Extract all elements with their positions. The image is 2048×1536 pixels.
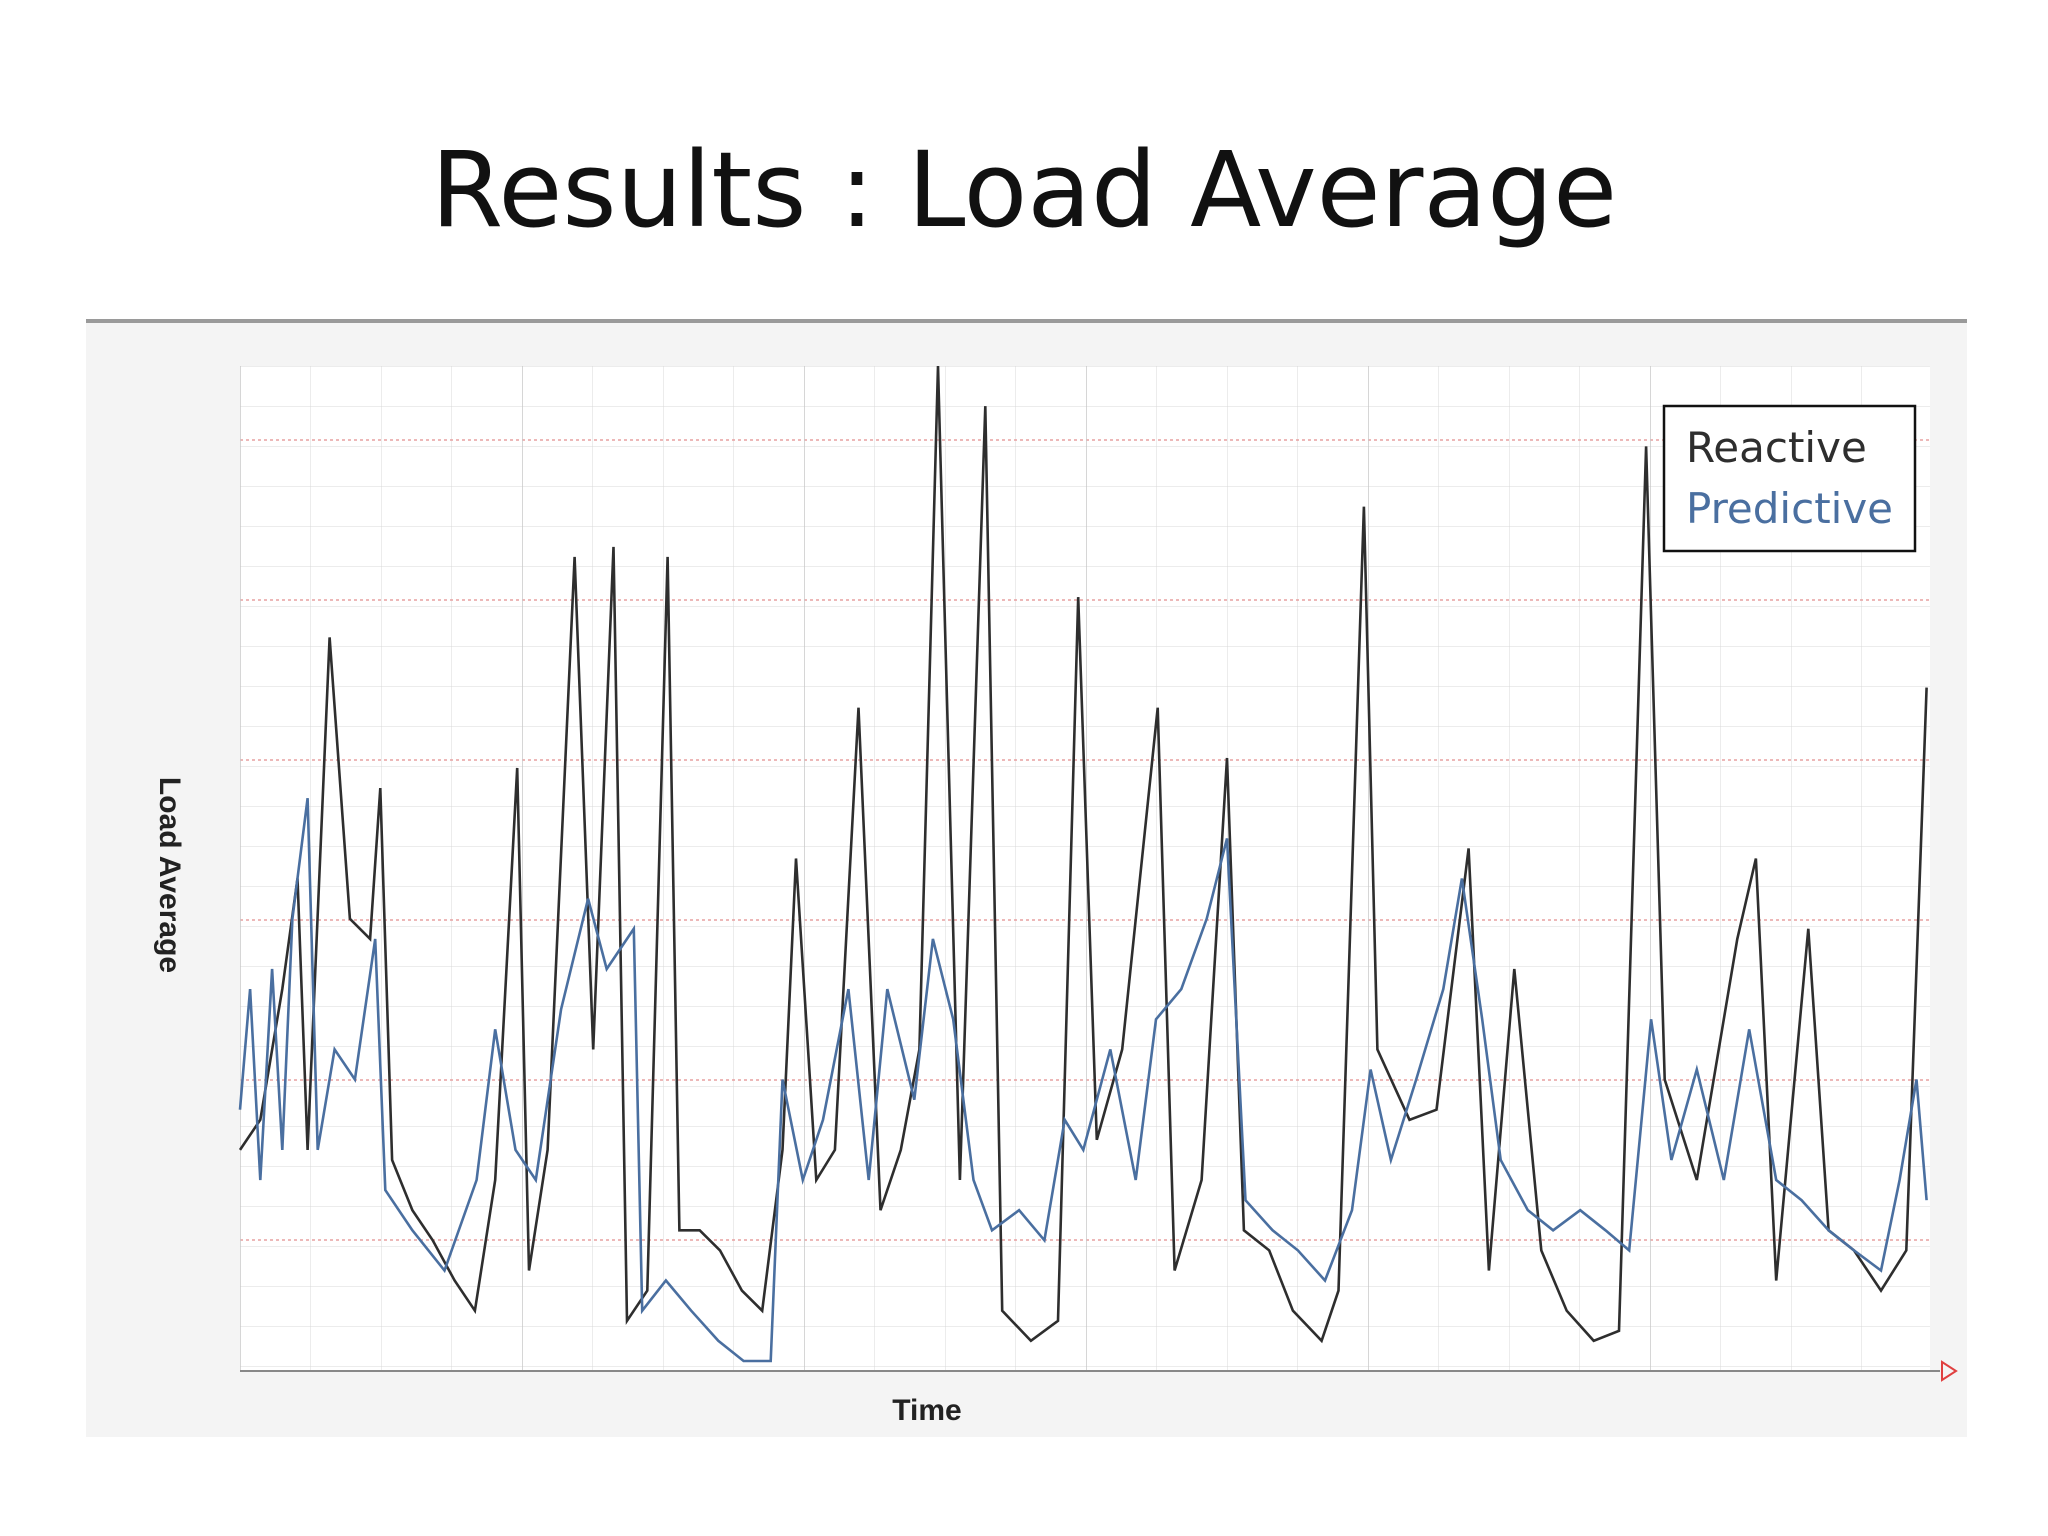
- legend: Reactive Predictive: [1662, 404, 1917, 553]
- series-line: [238, 365, 1928, 1344]
- legend-label: Predictive: [1686, 484, 1893, 533]
- y-axis-label: Load Average: [153, 777, 186, 973]
- legend-label: Reactive: [1686, 423, 1867, 472]
- x-axis-label: Time: [892, 1394, 961, 1427]
- series-group: [238, 365, 1928, 1363]
- legend-box: [1662, 404, 1917, 553]
- chart-title: Results : Load Average: [431, 129, 1617, 251]
- axis-arrow: [1941, 1360, 1958, 1382]
- series-line: [238, 798, 1928, 1363]
